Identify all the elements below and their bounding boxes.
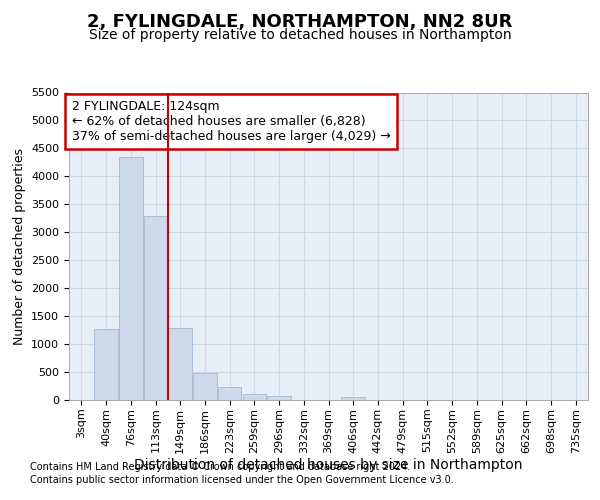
Bar bbox=[218, 386, 241, 400]
Y-axis label: Number of detached properties: Number of detached properties bbox=[13, 148, 26, 345]
Text: Contains HM Land Registry data © Crown copyright and database right 2024.: Contains HM Land Registry data © Crown c… bbox=[30, 462, 410, 472]
Bar bbox=[193, 373, 217, 400]
Bar bbox=[94, 329, 118, 400]
Text: Size of property relative to detached houses in Northampton: Size of property relative to detached ho… bbox=[89, 28, 511, 42]
Bar bbox=[169, 328, 192, 400]
X-axis label: Distribution of detached houses by size in Northampton: Distribution of detached houses by size … bbox=[134, 458, 523, 472]
Bar bbox=[268, 396, 291, 400]
Bar bbox=[119, 157, 143, 400]
Bar bbox=[144, 216, 167, 400]
Text: 2, FYLINGDALE, NORTHAMPTON, NN2 8UR: 2, FYLINGDALE, NORTHAMPTON, NN2 8UR bbox=[88, 12, 512, 30]
Bar bbox=[341, 397, 365, 400]
Text: Contains public sector information licensed under the Open Government Licence v3: Contains public sector information licen… bbox=[30, 475, 454, 485]
Bar bbox=[242, 394, 266, 400]
Text: 2 FYLINGDALE: 124sqm
← 62% of detached houses are smaller (6,828)
37% of semi-de: 2 FYLINGDALE: 124sqm ← 62% of detached h… bbox=[71, 100, 391, 143]
